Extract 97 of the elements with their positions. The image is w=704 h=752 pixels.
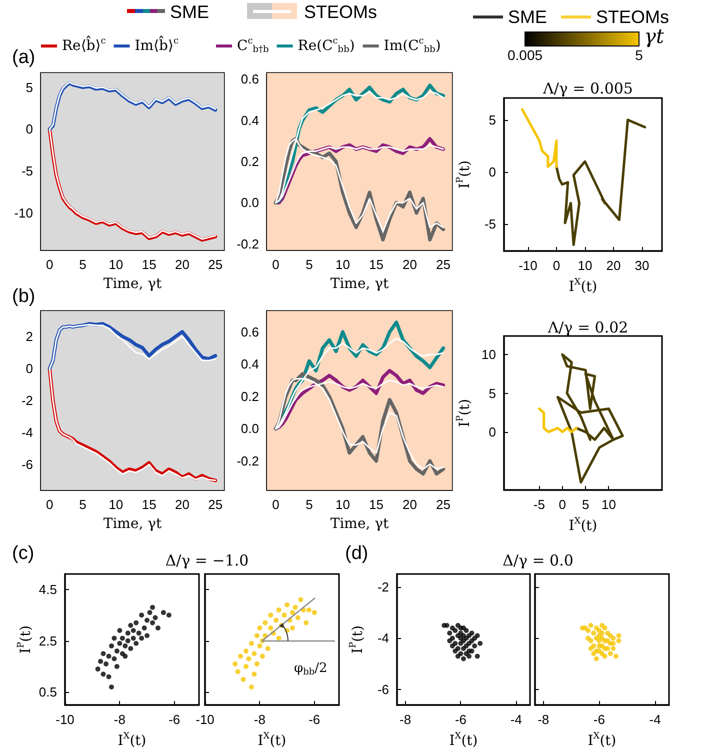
x-tick-label: -10 bbox=[518, 258, 538, 273]
y-tick-label: 0.0 bbox=[240, 421, 259, 436]
x-tick-label: 25 bbox=[436, 257, 451, 272]
x-tick-label: 15 bbox=[369, 257, 384, 272]
x-tick-label: -8 bbox=[400, 712, 412, 727]
y-axis-title: IP(t) bbox=[348, 625, 366, 654]
x-axis-title: Time, γt bbox=[103, 516, 162, 532]
y-tick-label: -4 bbox=[377, 630, 389, 646]
x-tick-label: -4 bbox=[510, 712, 522, 727]
chart-title: Λ/γ = 0.02 bbox=[546, 318, 628, 336]
text: (a) bbox=[12, 47, 36, 68]
x-tick-label: 5 bbox=[306, 497, 313, 512]
y-tick-label: 0 bbox=[488, 164, 496, 180]
x-tick-label: 25 bbox=[436, 497, 451, 512]
x-tick-label: -6 bbox=[308, 712, 320, 727]
chart-title: Δ/γ = −1.0 bbox=[165, 552, 249, 570]
x-tick-label: 0 bbox=[558, 497, 566, 512]
x-tick-label: 10 bbox=[336, 257, 350, 272]
x-tick-label: -6 bbox=[454, 712, 467, 727]
x-tick-label: 20 bbox=[174, 257, 190, 272]
color-bar-label: 5 bbox=[635, 47, 644, 63]
x-axis-title: Time, γt bbox=[330, 276, 390, 292]
x-tick-label: -4 bbox=[649, 712, 661, 727]
y-tick-label: 5 bbox=[488, 112, 496, 128]
text: (c) bbox=[12, 543, 34, 564]
x-tick-label: 10 bbox=[601, 497, 616, 512]
x-tick-label: 30 bbox=[634, 258, 650, 273]
x-tick-label: -6 bbox=[168, 712, 180, 727]
color-bar-label: 0.005 bbox=[507, 47, 543, 63]
chart-title: Λ/γ = 0.005 bbox=[542, 80, 633, 98]
x-tick-label: -8 bbox=[538, 712, 550, 727]
x-tick-label: 5 bbox=[79, 497, 86, 512]
x-tick-label: 10 bbox=[578, 258, 592, 273]
text: STEOMs bbox=[304, 2, 378, 22]
y-tick-label: -10 bbox=[14, 206, 33, 221]
y-tick-label: 0.2 bbox=[240, 388, 259, 404]
x-tick-label: 10 bbox=[108, 257, 124, 272]
y-tick-label: 0.2 bbox=[240, 154, 259, 169]
x-tick-label: 15 bbox=[142, 497, 156, 512]
x-tick-label: 5 bbox=[582, 497, 590, 512]
y-axis-title: IP(t) bbox=[456, 398, 473, 428]
text: SME bbox=[170, 2, 210, 22]
x-tick-label: -8 bbox=[254, 712, 266, 727]
y-tick-label: 0 bbox=[26, 361, 33, 376]
x-tick-label: 0 bbox=[552, 258, 560, 273]
x-tick-label: 25 bbox=[208, 497, 223, 512]
x-tick-label: 20 bbox=[174, 497, 190, 512]
y-tick-label: -6 bbox=[21, 456, 33, 472]
y-tick-label: 5 bbox=[488, 386, 496, 401]
x-tick-label: -10 bbox=[196, 712, 214, 727]
y-tick-label: 10 bbox=[482, 347, 496, 362]
y-tick-label: 2.5 bbox=[38, 633, 57, 648]
x-tick-label: 20 bbox=[402, 497, 418, 512]
y-axis-title: IP(t) bbox=[456, 160, 473, 189]
x-tick-label: 5 bbox=[79, 257, 86, 272]
y-tick-label: 0.6 bbox=[240, 72, 259, 87]
y-tick-label: 0.4 bbox=[240, 112, 259, 128]
y-tick-label: -5 bbox=[484, 216, 496, 232]
x-tick-label: 15 bbox=[142, 257, 156, 272]
x-tick-label: 5 bbox=[306, 257, 313, 272]
legend-label: STEOMs bbox=[596, 7, 670, 27]
x-axis-title: Time, γt bbox=[103, 276, 162, 292]
x-tick-label: 10 bbox=[108, 497, 124, 512]
text: (b) bbox=[12, 286, 36, 307]
x-tick-label: 0 bbox=[272, 497, 280, 512]
y-tick-label: -5 bbox=[21, 164, 33, 179]
y-tick-label: 0 bbox=[26, 122, 33, 137]
color-bar-title: γt bbox=[644, 24, 665, 48]
y-tick-label: 4.5 bbox=[38, 582, 57, 597]
x-tick-label: -8 bbox=[114, 712, 126, 727]
x-tick-label: 10 bbox=[336, 497, 350, 512]
y-tick-label: -2 bbox=[377, 579, 389, 594]
y-tick-label: -4 bbox=[21, 424, 33, 440]
legend-label: SME bbox=[508, 7, 548, 27]
x-tick-label: 0 bbox=[272, 257, 280, 272]
y-tick-label: 0.4 bbox=[240, 356, 259, 372]
x-tick-label: -5 bbox=[533, 497, 545, 512]
x-tick-label: -10 bbox=[56, 712, 74, 727]
y-tick-label: 0.5 bbox=[38, 684, 57, 700]
y-tick-label: -2 bbox=[21, 393, 33, 408]
x-tick-label: 20 bbox=[606, 258, 621, 273]
chart-title: Δ/γ = 0.0 bbox=[502, 552, 574, 570]
y-tick-label: -6 bbox=[377, 682, 389, 698]
y-tick-label: 0.6 bbox=[240, 324, 259, 340]
y-tick-label: 5 bbox=[26, 80, 33, 95]
text: (d) bbox=[345, 543, 368, 564]
y-tick-label: -0.2 bbox=[236, 453, 259, 468]
y-axis-title: IP(t) bbox=[16, 625, 34, 654]
x-tick-label: 15 bbox=[369, 497, 384, 512]
x-axis-title: Time, γt bbox=[330, 516, 390, 532]
y-tick-label: 0 bbox=[488, 424, 496, 440]
x-tick-label: 25 bbox=[208, 257, 223, 272]
y-tick-label: 2 bbox=[26, 329, 33, 344]
x-tick-label: 20 bbox=[402, 257, 418, 272]
y-tick-label: -0.2 bbox=[236, 236, 259, 252]
x-tick-label: -6 bbox=[593, 712, 605, 727]
y-tick-label: 0.0 bbox=[240, 195, 259, 210]
